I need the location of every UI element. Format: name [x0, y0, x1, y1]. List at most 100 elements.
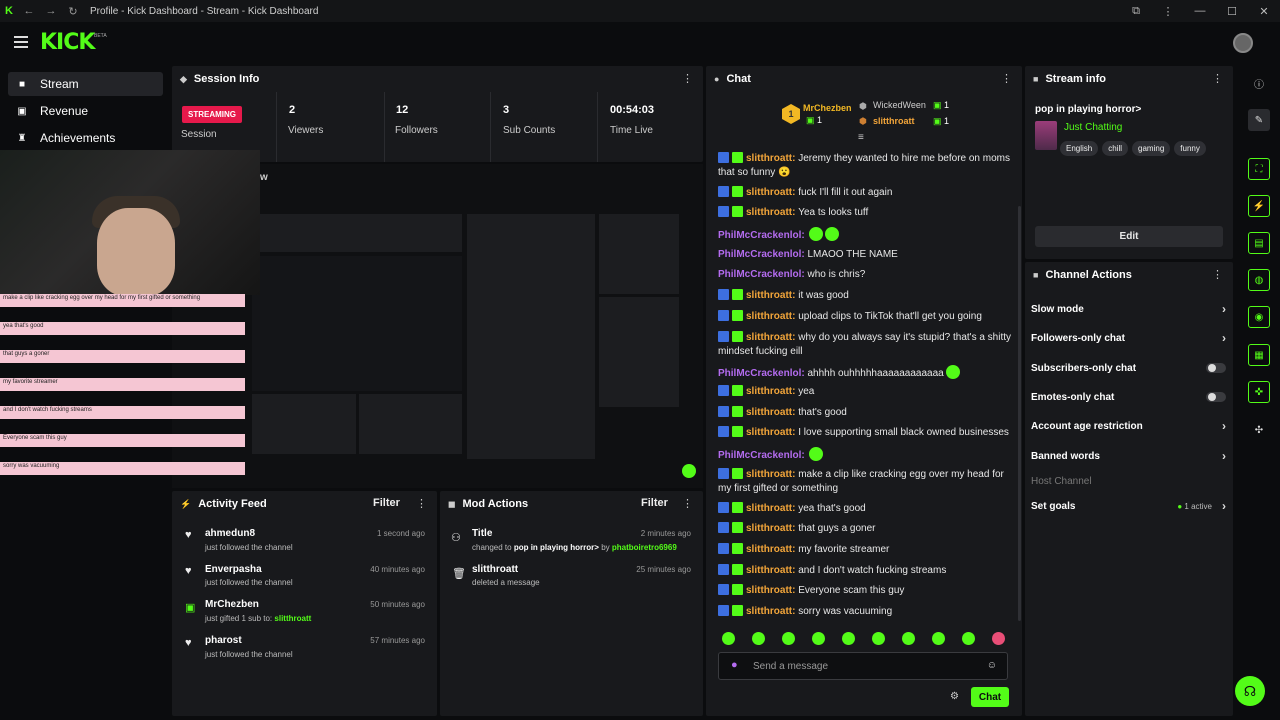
layout-icon[interactable]: ▦	[1248, 344, 1270, 366]
more-icon[interactable]: ⋮	[1162, 5, 1174, 18]
clip-icon[interactable]: ⛶	[1248, 158, 1270, 180]
host-channel-row[interactable]: Host Channel	[1031, 475, 1092, 487]
chat-username[interactable]: slitthroatt	[746, 386, 793, 397]
microphone-icon[interactable]: ●	[731, 659, 738, 671]
subscribers-only-toggle[interactable]	[1206, 363, 1226, 373]
emote-icon[interactable]	[902, 632, 915, 645]
screenshot-icon[interactable]: ⧉	[1132, 4, 1140, 17]
close-button[interactable]: ✕	[1259, 5, 1269, 18]
feed-user[interactable]: Enverpasha	[205, 564, 262, 575]
chat-username[interactable]: slitthroatt	[746, 290, 793, 301]
chat-username[interactable]: slitthroatt	[746, 187, 793, 198]
nav-revenue[interactable]: ▣ Revenue	[8, 99, 163, 123]
chat-username[interactable]: slitthroatt	[746, 544, 793, 555]
top-gifter-name[interactable]: MrChezben	[803, 103, 852, 113]
feed-user[interactable]: ahmedun8	[205, 528, 256, 539]
channel-actions-menu-icon[interactable]: ⋮	[1212, 269, 1223, 281]
send-chat-button[interactable]: Chat	[971, 687, 1009, 707]
notes-icon[interactable]: ▤	[1248, 232, 1270, 254]
emote-icon[interactable]	[842, 632, 855, 645]
chat-menu-icon[interactable]: ⋮	[1001, 73, 1012, 85]
emote-icon[interactable]	[992, 632, 1005, 645]
user-avatar[interactable]	[1233, 33, 1253, 53]
gift-target[interactable]: slitthroatt	[274, 614, 312, 623]
set-goals-row[interactable]: Set goals ● 1 active ›	[1031, 499, 1226, 513]
chat-username[interactable]: slitthroatt	[746, 207, 793, 218]
chat-username[interactable]: slitthroatt	[746, 153, 793, 164]
third-gifter-name[interactable]: slitthroatt	[873, 116, 915, 126]
mod-filter-button[interactable]: Filter	[641, 497, 668, 509]
nav-stream[interactable]: ■ Stream	[8, 72, 163, 96]
minimize-button[interactable]: —	[1194, 5, 1206, 17]
kick-logo[interactable]: KICK	[40, 30, 95, 55]
chat-input[interactable]: Send a message	[753, 661, 829, 672]
tag[interactable]: gaming	[1132, 141, 1171, 156]
chat-username[interactable]: slitthroatt	[746, 585, 793, 596]
emote-icon[interactable]	[752, 632, 765, 645]
feed-user[interactable]: pharost	[205, 635, 242, 646]
mod-action-name[interactable]: slitthroatt	[472, 564, 519, 575]
chevron-right-icon: ›	[1222, 302, 1226, 316]
chat-scrollbar[interactable]	[1018, 206, 1021, 621]
chat-username[interactable]: slitthroatt	[746, 469, 793, 480]
emote-icon[interactable]	[722, 632, 735, 645]
account-age-row[interactable]: Account age restriction ›	[1031, 419, 1226, 433]
info-icon[interactable]: ⓘ	[1254, 79, 1264, 91]
subscribers-only-row[interactable]: Subscribers-only chat	[1031, 360, 1226, 376]
tag[interactable]: chill	[1102, 141, 1129, 156]
maximize-button[interactable]: ☐	[1227, 5, 1237, 18]
followers-only-row[interactable]: Followers-only chat ›	[1031, 331, 1226, 345]
broadcast-icon[interactable]: ◉	[1248, 306, 1270, 328]
emoji-icon[interactable]: ☺	[986, 660, 997, 671]
chat-username[interactable]: slitthroatt	[746, 565, 793, 576]
emote-icon[interactable]	[782, 632, 795, 645]
mod-menu-icon[interactable]: ⋮	[682, 498, 693, 510]
emote-icon[interactable]	[962, 632, 975, 645]
category-name[interactable]: Just Chatting	[1064, 122, 1123, 133]
chat-username[interactable]: PhilMcCrackenlol	[718, 450, 802, 461]
banned-words-row[interactable]: Banned words ›	[1031, 449, 1226, 463]
stream-info-menu-icon[interactable]: ⋮	[1212, 73, 1223, 85]
forward-icon[interactable]: →	[45, 5, 57, 17]
chat-username[interactable]: PhilMcCrackenlol	[718, 269, 802, 280]
edit-stream-button[interactable]: Edit	[1035, 226, 1223, 247]
reload-icon[interactable]: ↻	[68, 5, 78, 18]
session-menu-icon[interactable]: ⋮	[682, 73, 693, 85]
chat-input-box[interactable]: ● Send a message ☺	[718, 652, 1008, 680]
chat-username[interactable]: slitthroatt	[746, 523, 793, 534]
emotes-only-row[interactable]: Emotes-only chat	[1031, 389, 1226, 405]
chat-username[interactable]: slitthroatt	[746, 503, 793, 514]
emote-icon[interactable]	[812, 632, 825, 645]
chat-username[interactable]: slitthroatt	[746, 311, 793, 322]
chat-username[interactable]: slitthroatt	[746, 332, 793, 343]
tag[interactable]: funny	[1174, 141, 1206, 156]
chat-username[interactable]: slitthroatt	[746, 427, 793, 438]
nav-achievements[interactable]: ♜ Achievements	[8, 126, 163, 150]
support-chat-icon[interactable]: ☊	[1235, 676, 1265, 706]
emotes-only-toggle[interactable]	[1206, 392, 1226, 402]
chat-bubble-icon[interactable]: ◍	[1248, 269, 1270, 291]
emote-icon[interactable]	[872, 632, 885, 645]
back-icon[interactable]: ←	[23, 5, 35, 17]
chat-username[interactable]: PhilMcCrackenlol	[718, 368, 802, 379]
slow-mode-row[interactable]: Slow mode ›	[1031, 302, 1226, 316]
chat-username[interactable]: PhilMcCrackenlol	[718, 230, 802, 241]
emote-icon[interactable]	[932, 632, 945, 645]
collapse-icon[interactable]: ≡	[858, 132, 864, 143]
lightning-icon[interactable]: ⚡	[1248, 195, 1270, 217]
chat-settings-icon[interactable]: ⚙	[950, 691, 959, 702]
activity-menu-icon[interactable]: ⋮	[416, 498, 427, 510]
activity-filter-button[interactable]: Filter	[373, 497, 400, 509]
chat-username[interactable]: PhilMcCrackenlol	[718, 249, 802, 260]
feed-user[interactable]: MrChezben	[205, 599, 259, 610]
stream-preview[interactable]: w	[172, 164, 703, 488]
wrench-icon[interactable]: ✜	[1248, 381, 1270, 403]
chat-username[interactable]: slitthroatt	[746, 606, 793, 617]
window-title: Profile - Kick Dashboard - Stream - Kick…	[90, 5, 319, 17]
second-gifter-name[interactable]: WickedWeen	[873, 100, 926, 110]
tag[interactable]: English	[1060, 141, 1099, 156]
menu-icon[interactable]	[14, 36, 28, 48]
integrations-icon[interactable]: ✣	[1254, 424, 1264, 436]
chat-username[interactable]: slitthroatt	[746, 407, 793, 418]
edit-icon[interactable]: ✎	[1248, 109, 1270, 131]
